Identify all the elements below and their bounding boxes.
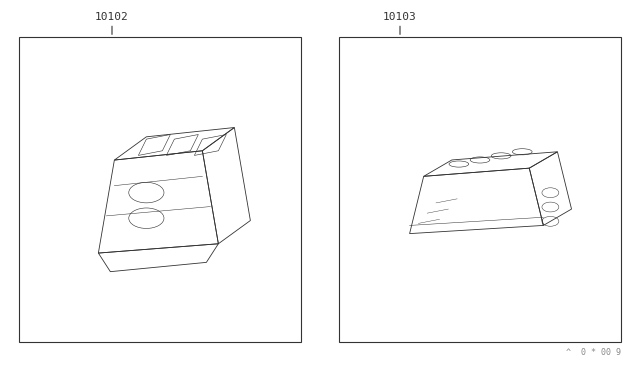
Text: 10103: 10103 <box>383 12 417 22</box>
Bar <box>339 37 621 342</box>
Bar <box>19 37 301 342</box>
Text: ^  0 * 00 9: ^ 0 * 00 9 <box>566 348 621 357</box>
Text: 10102: 10102 <box>95 12 129 22</box>
